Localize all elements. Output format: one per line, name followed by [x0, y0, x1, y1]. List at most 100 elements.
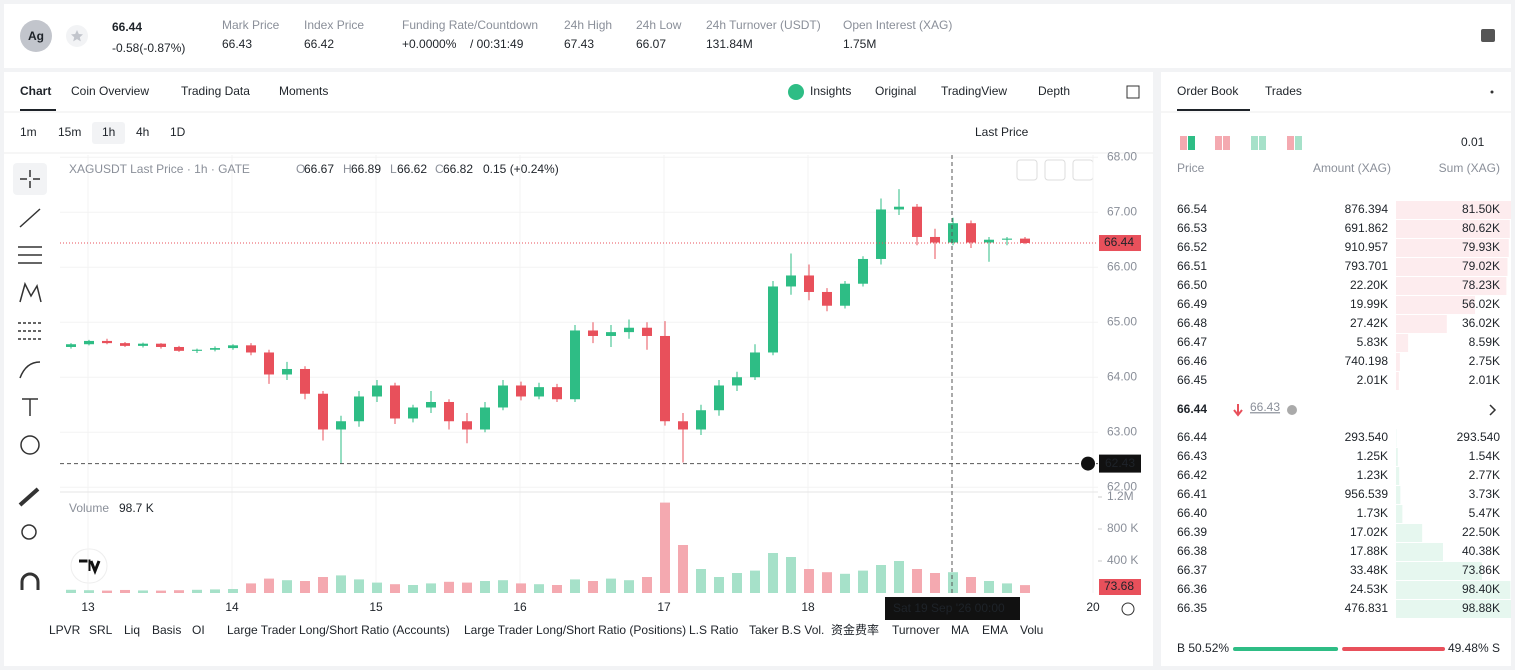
crosshair-tool[interactable]	[20, 170, 40, 188]
stat-label: 24h Low	[636, 18, 682, 32]
indicator-tab[interactable]: Large Trader Long/Short Ratio (Accounts)	[227, 623, 450, 637]
emoji-tool[interactable]	[20, 435, 40, 455]
chart-tab[interactable]: Moments	[279, 84, 328, 98]
view-tab[interactable]: Original	[875, 84, 916, 98]
book-view-icon[interactable]	[1259, 136, 1266, 150]
interval[interactable]: 15m	[58, 125, 81, 139]
book-view-icon[interactable]	[1251, 136, 1258, 150]
chart-tab[interactable]: Trading Data	[181, 84, 250, 98]
scroll-button[interactable]	[1016, 159, 1038, 181]
indicator-tab[interactable]: MA	[951, 623, 969, 637]
indicator-tab[interactable]: SRL	[89, 623, 113, 637]
candle-body	[66, 344, 76, 347]
candle-body	[462, 421, 472, 430]
candle-body	[516, 385, 526, 397]
candle-body	[174, 346, 184, 351]
zoom-tool[interactable]	[21, 524, 37, 540]
indicator-tab[interactable]: Volu	[1020, 623, 1043, 637]
book-amount: 24.53K	[1350, 582, 1388, 596]
view-tab[interactable]: TradingView	[941, 84, 1007, 98]
indicator-tab[interactable]: 资金费率	[831, 622, 879, 637]
tool-active[interactable]	[13, 163, 47, 195]
indicator-tab[interactable]: Turnover	[892, 623, 940, 637]
column-header: Sum (XAG)	[1439, 161, 1500, 175]
ohlc-value: 66.62	[397, 162, 427, 176]
indicator-tab[interactable]: L.S Ratio	[689, 623, 739, 637]
chart-tab[interactable]: Chart	[20, 84, 51, 98]
line-tool[interactable]	[19, 208, 41, 228]
fib-tool[interactable]	[18, 322, 42, 340]
layout-button[interactable]	[1126, 85, 1140, 99]
book-view-icon[interactable]	[1215, 136, 1222, 150]
depth-bar	[1396, 600, 1511, 618]
info-icon	[1287, 405, 1297, 415]
book-price: 66.51	[1177, 259, 1207, 273]
price-source[interactable]: Last Price	[975, 125, 1029, 139]
volume-bar	[660, 502, 670, 593]
interval[interactable]: 1D	[170, 125, 186, 139]
interval[interactable]: 1h	[102, 125, 115, 139]
volume-bar	[120, 589, 130, 593]
indicator-tab[interactable]: Large Trader Long/Short Ratio (Positions…	[464, 623, 686, 637]
book-amount: 27.42K	[1350, 316, 1388, 330]
indicator-tab[interactable]: Taker B.S Vol.	[749, 623, 824, 637]
indicator-tab[interactable]: Basis	[152, 623, 181, 637]
precision-select[interactable]: 0.01	[1461, 135, 1485, 149]
stat-countdown: / 00:31:49	[470, 37, 524, 51]
depth-bar	[1396, 562, 1482, 580]
book-price: 66.49	[1177, 297, 1207, 311]
menu-dot[interactable]	[1490, 90, 1494, 94]
indicator-tab[interactable]: Liq	[124, 623, 140, 637]
candle-body	[84, 340, 94, 345]
candle-body	[192, 349, 202, 351]
cursor-time-tag	[885, 597, 1020, 620]
chart-tab[interactable]: Coin Overview	[71, 84, 149, 98]
buy-ratio: B 50.52%	[1177, 641, 1229, 655]
ruler-tool[interactable]	[18, 487, 40, 507]
book-icon[interactable]	[1481, 29, 1495, 42]
book-view-icon[interactable]	[1295, 136, 1302, 150]
indicator-tab[interactable]: EMA	[982, 623, 1008, 637]
settings-button[interactable]	[1121, 602, 1135, 616]
book-amount: 17.02K	[1350, 525, 1388, 539]
book-price: 66.42	[1177, 468, 1207, 482]
book-view-icon[interactable]	[1180, 136, 1187, 150]
candle-body	[138, 343, 148, 346]
book-price: 66.46	[1177, 354, 1207, 368]
magnet-tool[interactable]	[20, 572, 40, 590]
chevron[interactable]	[1489, 404, 1497, 416]
indicator-tab[interactable]: OI	[192, 623, 205, 637]
channel-tool[interactable]	[18, 246, 42, 264]
ohlc-key: H	[343, 162, 352, 176]
pattern-tool[interactable]	[19, 281, 42, 303]
book-tab[interactable]: Trades	[1265, 84, 1302, 98]
depth-bar	[1396, 581, 1511, 599]
collapse-button[interactable]	[1044, 159, 1066, 181]
candle-body	[642, 327, 652, 336]
book-view-icon[interactable]	[1223, 136, 1230, 150]
text-tool[interactable]	[22, 398, 38, 416]
candle-body	[1002, 238, 1012, 240]
book-sum: 293.540	[1457, 430, 1501, 444]
book-amount: 2.01K	[1357, 373, 1388, 387]
candle-body	[714, 385, 724, 411]
interval[interactable]: 4h	[136, 125, 149, 139]
add-order-button[interactable]	[1081, 456, 1095, 471]
book-view-icon[interactable]	[1188, 136, 1195, 150]
last-price: 66.44	[112, 20, 142, 34]
volume-bar	[102, 590, 112, 593]
view-tab[interactable]: Insights	[810, 84, 851, 98]
book-amount: 19.99K	[1350, 297, 1388, 311]
view-tab[interactable]: Depth	[1038, 84, 1070, 98]
book-tab[interactable]: Order Book	[1177, 84, 1239, 98]
volume-title: Volume	[69, 501, 109, 515]
candle-body	[426, 401, 436, 408]
indicator-tab[interactable]: LPVR	[49, 623, 81, 637]
brush-tool[interactable]	[19, 361, 41, 379]
interval[interactable]: 1m	[20, 125, 37, 139]
book-view-icon[interactable]	[1287, 136, 1294, 150]
stat-value: 66.42	[304, 37, 334, 51]
volume-bar	[1020, 585, 1030, 593]
refresh-button[interactable]	[1072, 159, 1094, 181]
depth-bar	[1396, 543, 1443, 561]
